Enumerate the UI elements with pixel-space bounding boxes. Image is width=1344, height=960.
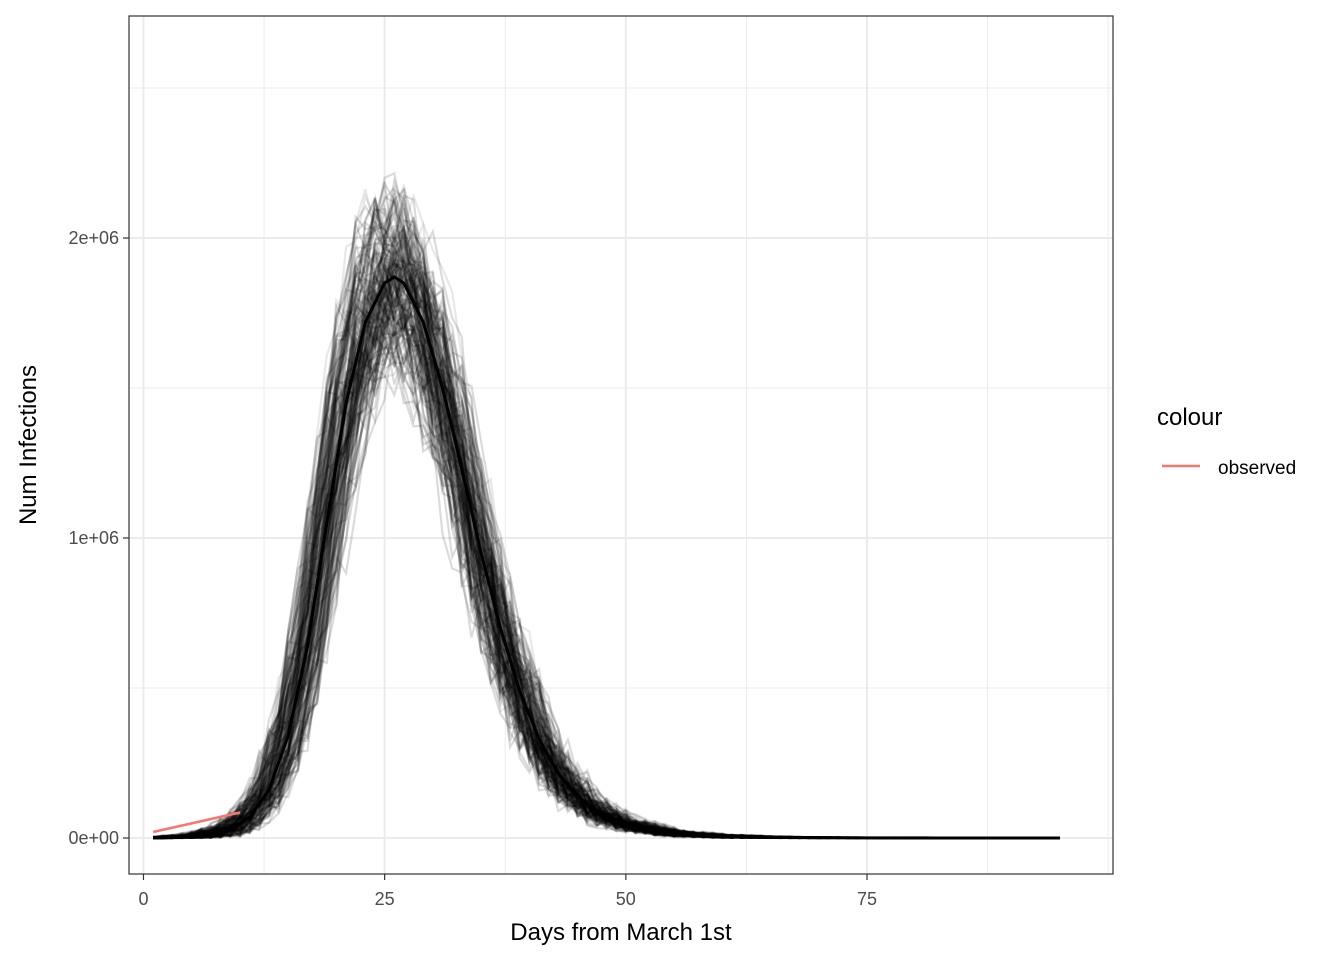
x-tick-label: 25 xyxy=(375,889,395,909)
simulation-median-line xyxy=(153,275,1060,840)
legend-title: colour xyxy=(1157,404,1222,431)
x-axis-ticks: 0 25 50 75 xyxy=(138,874,877,909)
legend-label-observed: observed xyxy=(1218,458,1296,479)
x-tick-label: 0 xyxy=(138,889,148,909)
plot-panel xyxy=(129,16,1113,874)
x-tick-label: 75 xyxy=(857,889,877,909)
observed-series xyxy=(152,811,241,834)
x-tick-label: 50 xyxy=(616,889,636,909)
y-tick-label: 1e+06 xyxy=(68,528,119,548)
x-axis-title: Days from March 1st xyxy=(510,919,732,946)
y-tick-label: 2e+06 xyxy=(68,228,119,248)
y-tick-label: 0e+00 xyxy=(68,828,119,848)
y-axis-ticks: 0e+00 1e+06 2e+06 xyxy=(68,228,129,848)
plot-border xyxy=(128,15,1114,875)
observed-line xyxy=(152,811,241,834)
simulation-trajectories xyxy=(152,171,1060,840)
y-axis-title: Num Infections xyxy=(15,365,42,525)
legend: colour observed xyxy=(1157,404,1296,479)
